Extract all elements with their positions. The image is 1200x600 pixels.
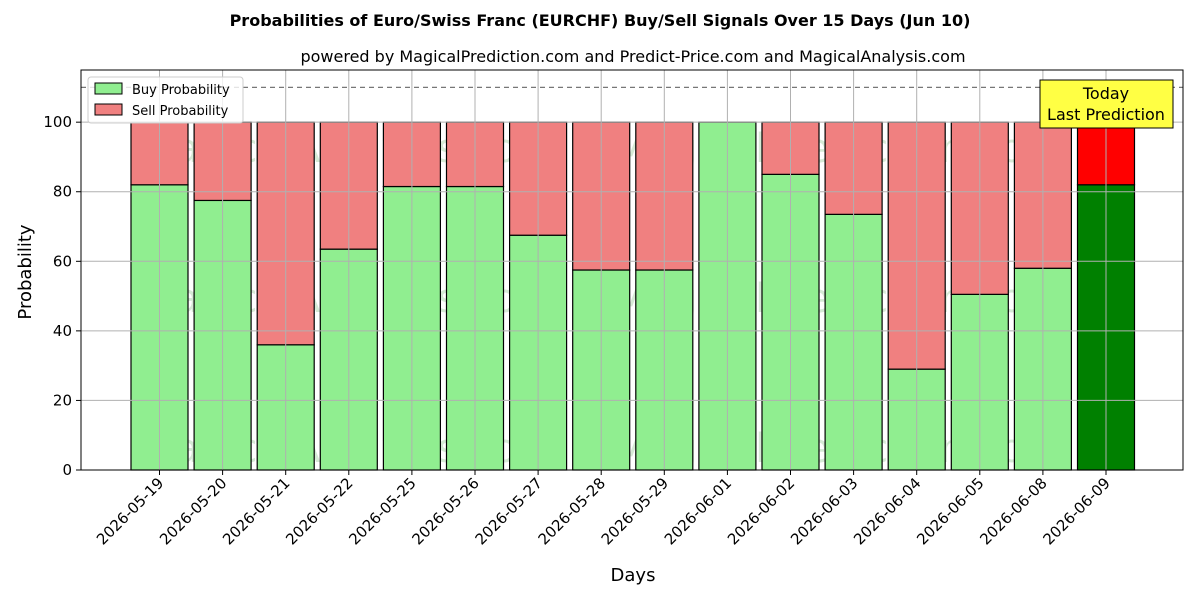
- today-annotation-line1: Today: [1082, 84, 1129, 103]
- legend-buy-swatch: [94, 82, 123, 95]
- chart-title: Probabilities of Euro/Swiss Franc (EURCH…: [230, 11, 971, 30]
- x-tick-label: 2026-05-28: [535, 474, 609, 548]
- x-tick-label: 2026-05-25: [345, 474, 419, 548]
- plot-area: MagicalAnalysis.comMagicalPrediction.com…: [43, 69, 1184, 548]
- y-tick-label: 20: [53, 391, 72, 409]
- today-annotation-box: [1039, 79, 1174, 129]
- legend: Buy Probability Sell Probability: [87, 76, 244, 124]
- x-tick-label: 2026-06-03: [787, 474, 861, 548]
- x-tick-label: 2026-05-21: [219, 474, 293, 548]
- x-tick-label: 2026-05-27: [472, 474, 546, 548]
- x-tick-label: 2026-06-09: [1039, 474, 1113, 548]
- y-tick-label: 40: [53, 322, 72, 340]
- legend-sell-label: Sell Probability: [132, 104, 229, 119]
- x-tick-label: 2026-05-29: [598, 474, 672, 548]
- today-annotation-line2: Last Prediction: [1047, 105, 1165, 124]
- legend-sell-swatch: [94, 103, 123, 116]
- x-tick-label: 2026-05-19: [93, 474, 167, 548]
- x-tick-label: 2026-06-04: [850, 474, 924, 548]
- y-tick-label: 60: [53, 252, 72, 270]
- y-tick-label: 0: [62, 461, 72, 479]
- x-tick-label: 2026-06-02: [724, 474, 798, 548]
- x-tick-label: 2026-06-05: [913, 474, 987, 548]
- plot-frame: [80, 69, 1184, 471]
- x-tick-label: 2026-06-01: [661, 474, 735, 548]
- today-annotation: Today Last Prediction: [1039, 79, 1174, 129]
- legend-buy-label: Buy Probability: [132, 83, 230, 98]
- x-tick-label: 2026-05-26: [408, 474, 482, 548]
- y-tick-label: 80: [53, 183, 72, 201]
- x-tick-label: 2026-05-22: [282, 474, 356, 548]
- x-tick-label: 2026-05-20: [156, 474, 230, 548]
- legend-box: [87, 76, 244, 124]
- x-tick-label: 2026-06-08: [976, 474, 1050, 548]
- y-tick-label: 100: [43, 113, 72, 131]
- chart-subtitle: powered by MagicalPrediction.com and Pre…: [300, 47, 965, 66]
- y-axis-label: Probability: [15, 224, 36, 319]
- x-axis-label: Days: [611, 565, 656, 586]
